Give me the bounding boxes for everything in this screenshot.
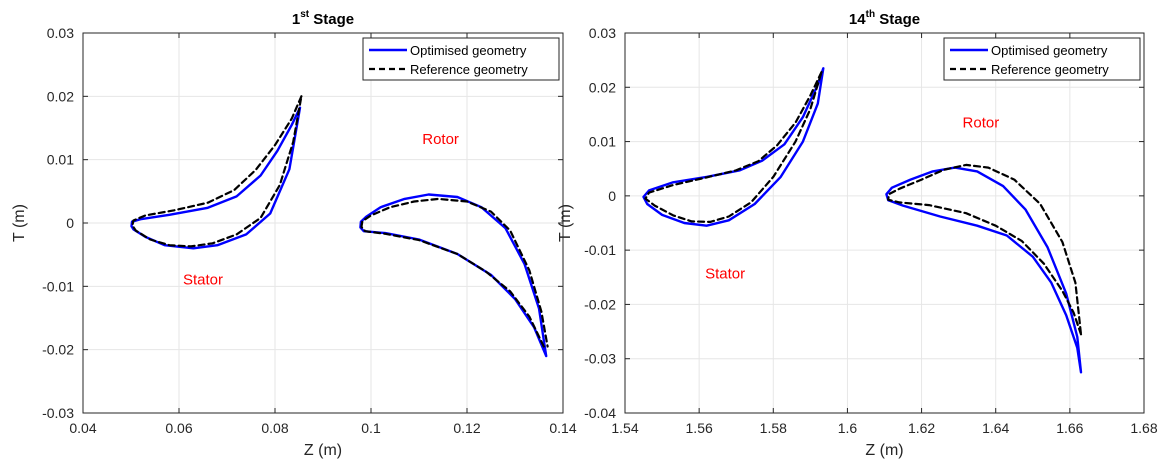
chart-1-legend-label-optimised: Optimised geometry — [410, 43, 527, 58]
chart-2-x-tick-label: 1.62 — [908, 420, 935, 436]
chart-1-optimised-curve-1 — [130, 106, 302, 250]
chart-1-x-tick-label: 0.06 — [165, 420, 192, 436]
chart-2-legend-box — [943, 37, 1141, 81]
chart-1-x-tick-label: 0.12 — [453, 420, 480, 436]
chart-1-title-main: 1 — [292, 11, 300, 28]
chart-1-title: 1st Stage — [292, 9, 354, 28]
chart-1-plot: 0.04 0.06 0.08 0.1 0.12 0.14 -0.03 -0.02 -0.01 0 0… — [11, 9, 577, 459]
chart-1-x-tick-label: 0.08 — [261, 420, 288, 436]
chart-1-title-superscript: st — [300, 9, 310, 20]
chart-2-y-tick-label: 0.01 — [589, 134, 616, 150]
chart-1-title-rest: Stage — [309, 11, 354, 28]
chart-1-y-tick-label: -0.01 — [42, 278, 74, 294]
chart-1-annotation-stator: Stator — [183, 271, 223, 288]
chart-2-x-tick-label: 1.58 — [760, 420, 787, 436]
chart-2-y-axis-label: T (m) — [557, 204, 574, 242]
chart-2-axes-frame — [624, 32, 1145, 414]
chart-1-reference-curve-2 — [360, 197, 549, 348]
chart-2-y-tick-label: -0.01 — [584, 242, 616, 258]
chart-1-legend-label-reference: Reference geometry — [410, 62, 528, 77]
chart-1-x-tick-label: 0.04 — [69, 420, 96, 436]
chart-2-legend-label-reference: Reference geometry — [991, 62, 1109, 77]
chart-1-y-tick-label: -0.03 — [42, 405, 74, 421]
chart-2-reference-curve-2 — [887, 163, 1083, 336]
chart-2-optimised-curve-2 — [885, 166, 1083, 374]
chart-2-x-tick-label: 1.6 — [838, 420, 858, 436]
chart-2-y-tick-label: 0.03 — [589, 25, 616, 41]
chart-2-legend: Optimised geometry Reference geometry — [943, 37, 1141, 81]
chart-2-y-tick-label: 0 — [608, 188, 616, 204]
chart-1-annotation-rotor: Rotor — [422, 131, 459, 148]
chart-1-axes-frame — [82, 32, 564, 414]
chart-1-y-tick-label: -0.02 — [42, 342, 74, 358]
chart-1-x-tick-label: 0.14 — [549, 420, 576, 436]
chart-1-legend: Optimised geometry Reference geometry — [362, 37, 560, 81]
chart-2-x-tick-label: 1.54 — [611, 420, 638, 436]
chart-1-y-tick-label: 0.02 — [47, 88, 74, 104]
chart-2-reference-curve-1 — [644, 71, 823, 223]
chart-2-annotation-rotor: Rotor — [963, 114, 1000, 131]
chart-2-y-tick-label: -0.03 — [584, 351, 616, 367]
chart-1-y-axis-label: T (m) — [11, 204, 28, 242]
chart-1-reference-curve-1 — [131, 95, 303, 248]
chart-2-x-tick-label: 1.64 — [982, 420, 1009, 436]
chart-2-plot-area — [625, 33, 1144, 413]
chart-2-x-tick-label: 1.66 — [1056, 420, 1083, 436]
chart-2-title-superscript: th — [866, 9, 875, 20]
chart-1-x-axis-label: Z (m) — [304, 442, 342, 459]
chart-2-y-tick-label: -0.02 — [584, 296, 616, 312]
chart-2-x-tick-label: 1.56 — [686, 420, 713, 436]
chart-2-y-tick-label: -0.04 — [584, 405, 616, 421]
chart-2-y-tick-label: 0.02 — [589, 79, 616, 95]
chart-2-annotation-stator: Stator — [705, 265, 745, 282]
chart-2-title-rest: Stage — [875, 11, 920, 28]
chart-1-y-tick-label: 0 — [66, 215, 74, 231]
chart-1-x-tick-label: 0.1 — [361, 420, 381, 436]
chart-1-y-tick-label: 0.03 — [47, 25, 74, 41]
chart-1-y-tick-label: 0.01 — [47, 152, 74, 168]
chart-2-title: 14th Stage — [849, 9, 920, 28]
chart-2-x-axis-label: Z (m) — [865, 442, 903, 459]
chart-2-title-main: 14 — [849, 11, 866, 28]
chart-2-optimised-curve-1 — [642, 67, 825, 227]
chart-2-x-tick-label: 1.68 — [1130, 420, 1157, 436]
chart-2-legend-label-optimised: Optimised geometry — [991, 43, 1108, 58]
chart-1-legend-box — [362, 37, 560, 81]
chart-2-plot: 1.54 1.56 1.58 1.6 1.62 1.64 1.66 1.68 -0.04 -0.0… — [557, 9, 1158, 459]
